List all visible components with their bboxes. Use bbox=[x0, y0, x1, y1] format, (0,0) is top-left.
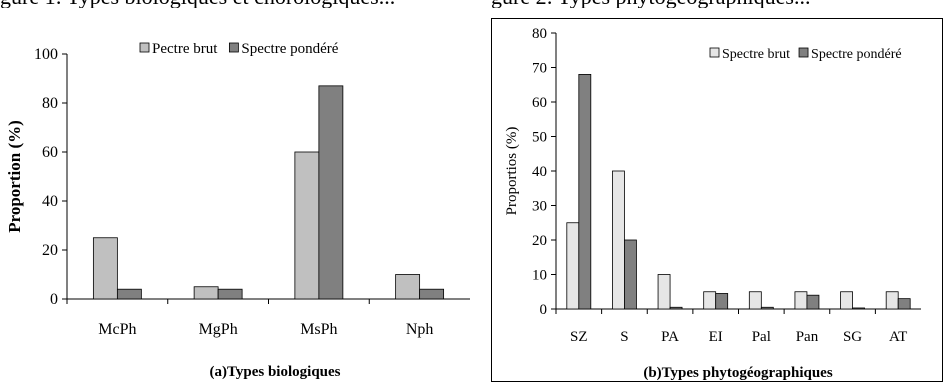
x-tick-label: MgPh bbox=[199, 321, 238, 338]
bar-sz-pondere bbox=[578, 74, 592, 310]
x-tick-label: SZ bbox=[570, 329, 588, 345]
bar-msph-brut bbox=[294, 151, 320, 300]
bar-s-pondere bbox=[624, 239, 637, 310]
y-tick-label: 70 bbox=[532, 61, 547, 77]
x-tick-label: MsPh bbox=[300, 321, 337, 338]
y-tick-label: 20 bbox=[42, 242, 58, 259]
cropped-figure-caption: gure 1: Types biologiques et chorologiqu… bbox=[0, 0, 470, 8]
y-tick-label: 20 bbox=[532, 233, 547, 249]
x-tick-label: Nph bbox=[406, 321, 434, 338]
legend-swatch bbox=[228, 42, 239, 53]
x-tick-label: SG bbox=[843, 329, 862, 345]
bar-chart-phytogeographic-types: 0 10 20 30 40 50 60 70 80 Proportios (%) SZ S PA EI Pa… bbox=[504, 26, 921, 381]
bar-mcph-pondere bbox=[116, 288, 142, 300]
x-tick-label: McPh bbox=[98, 321, 136, 338]
x-tick-label: EI bbox=[709, 329, 723, 345]
y-axis-title: Proportios (%) bbox=[504, 127, 520, 216]
bar-nph-pondere bbox=[419, 288, 445, 300]
legend-label: Spectre pondéré bbox=[241, 41, 338, 57]
bar-at-pondere bbox=[897, 298, 911, 310]
bar-pal-brut bbox=[748, 291, 762, 310]
legend-label: Spectre pondéré bbox=[811, 47, 902, 62]
y-tick-label: 40 bbox=[532, 164, 547, 180]
chart-panel-phytogeographic-types: gure 2: Types phytogéographiques... 0 10 2… bbox=[491, 0, 945, 383]
y-tick-label: 0 bbox=[540, 302, 548, 318]
bar-msph-pondere bbox=[318, 85, 344, 300]
x-tick-label: Pan bbox=[796, 329, 819, 345]
y-tick-label: 40 bbox=[42, 193, 58, 210]
bar-pa-brut bbox=[657, 274, 671, 310]
y-tick-label: 100 bbox=[34, 46, 58, 63]
legend-swatch bbox=[139, 42, 150, 53]
bar-nph-brut bbox=[395, 274, 421, 300]
bar-sg-pondere bbox=[852, 307, 865, 310]
legend-label: Pectre brut bbox=[152, 41, 218, 57]
x-tick-label: S bbox=[620, 329, 628, 345]
bar-s-brut bbox=[612, 170, 625, 310]
bar-ei-brut bbox=[703, 291, 717, 310]
bar-mcph-brut bbox=[92, 237, 118, 300]
bar-ei-pondere bbox=[715, 293, 729, 310]
y-tick-label: 80 bbox=[42, 95, 58, 112]
bar-mgph-brut bbox=[193, 286, 219, 300]
x-tick-label: PA bbox=[661, 329, 679, 345]
chart-panel-biological-types: gure 1: Types biologiques et chorologiqu… bbox=[0, 0, 470, 380]
bar-chart-biological-types: 0 20 40 60 80 100 Proportion (%) McPh MgPh MsPh Np… bbox=[5, 41, 470, 380]
bar-sz-brut bbox=[566, 222, 580, 310]
y-tick-label: 60 bbox=[42, 144, 58, 161]
y-tick-label: 30 bbox=[532, 199, 547, 215]
y-tick-label: 60 bbox=[532, 95, 547, 111]
bar-pan-brut bbox=[794, 291, 808, 310]
x-tick-label: AT bbox=[889, 329, 907, 345]
legend-swatch bbox=[709, 47, 720, 58]
bar-pa-pondere bbox=[669, 306, 683, 310]
chart-caption: (b)Types phytogéographiques bbox=[643, 365, 833, 381]
bar-pan-pondere bbox=[806, 294, 820, 310]
bar-mgph-pondere bbox=[217, 288, 243, 300]
chart-caption: (a)Types biologiques bbox=[210, 364, 341, 380]
legend-label: Spectre brut bbox=[722, 47, 790, 62]
cropped-figure-caption: gure 2: Types phytogéographiques... bbox=[491, 0, 931, 8]
bar-pal-pondere bbox=[760, 306, 774, 310]
x-tick-label: Pal bbox=[752, 329, 771, 345]
caption-text: gure 2: Types phytogéographiques... bbox=[491, 0, 931, 8]
y-tick-label: 50 bbox=[532, 130, 547, 146]
y-tick-label: 80 bbox=[532, 26, 547, 42]
legend-swatch bbox=[798, 47, 809, 58]
y-tick-label: 0 bbox=[50, 291, 58, 308]
bar-at-brut bbox=[885, 291, 899, 310]
caption-text: gure 1: Types biologiques et chorologiqu… bbox=[0, 0, 470, 8]
y-tick-label: 10 bbox=[532, 268, 547, 284]
y-axis-title: Proportion (%) bbox=[5, 120, 24, 233]
chart-border bbox=[491, 18, 943, 382]
bar-sg-brut bbox=[840, 291, 853, 310]
